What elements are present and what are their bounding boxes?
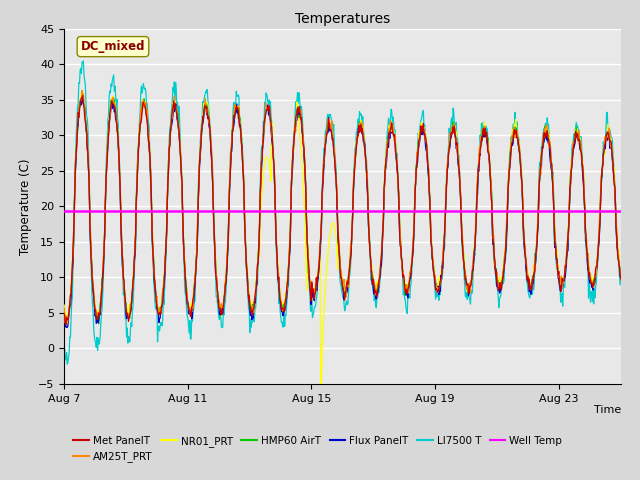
Title: Temperatures: Temperatures [295, 12, 390, 26]
Legend: Met PanelT, AM25T_PRT, NR01_PRT, HMP60 AirT, Flux PanelT, LI7500 T, Well Temp: Met PanelT, AM25T_PRT, NR01_PRT, HMP60 A… [69, 432, 566, 466]
Y-axis label: Temperature (C): Temperature (C) [19, 158, 33, 255]
Text: DC_mixed: DC_mixed [81, 40, 145, 53]
Text: Time: Time [593, 405, 621, 415]
